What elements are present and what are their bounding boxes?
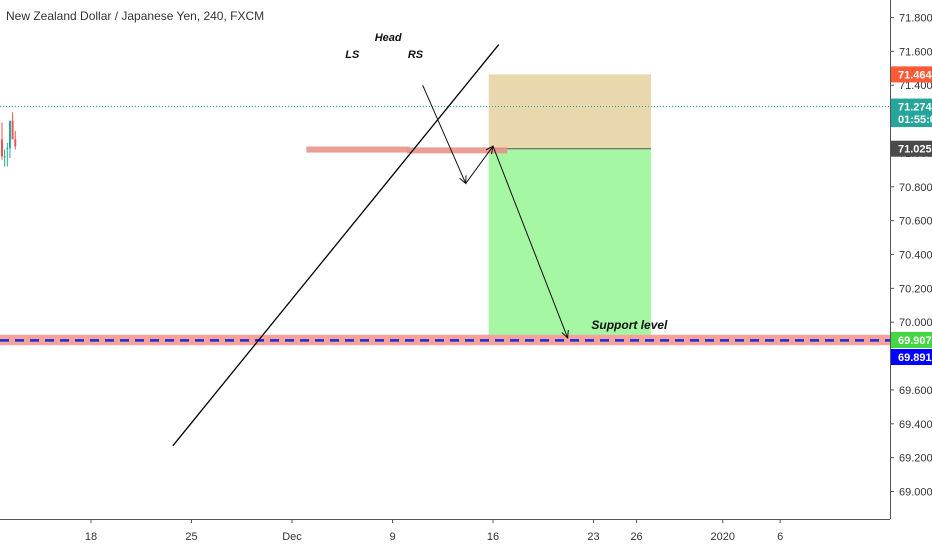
candle: [8, 120, 11, 159]
candle-body: [3, 156, 6, 158]
x-tick-label: 25: [185, 531, 197, 543]
y-tick-label: 70.000: [899, 317, 932, 329]
candle: [1, 122, 3, 160]
projection-segment: [492, 145, 569, 339]
y-tick-label: 71.600: [899, 46, 932, 58]
y-tick-label: 70.600: [899, 216, 932, 228]
x-tick-label: Dec: [282, 531, 302, 543]
candle: [6, 142, 9, 167]
y-tick-label: 70.400: [899, 250, 932, 262]
price-label-current-bg: [891, 98, 932, 115]
x-tick-label: 18: [85, 531, 97, 543]
ls-label: LS: [345, 49, 360, 61]
price-label-entry-bg: [891, 140, 932, 157]
arrow-head-3: [561, 329, 569, 340]
price-label-stop-bg: [891, 66, 932, 83]
candle-body: [11, 120, 14, 140]
price-label-countdown-bg: [891, 111, 932, 128]
chart-title: New Zealand Dollar / Japanese Yen, 240, …: [6, 9, 264, 23]
support-band: [0, 334, 890, 346]
y-tick-label: 69.200: [899, 453, 932, 465]
y-tick-label: 69.000: [899, 487, 932, 499]
arrow-head-2: [485, 145, 494, 155]
candle-body: [1, 139, 3, 157]
y-tick-label: 71.800: [899, 13, 932, 25]
candle-body: [6, 147, 9, 149]
price-label-support-upper-bg: [891, 332, 932, 348]
y-tick-label: 69.400: [899, 419, 932, 431]
price-label-support-lower-bg: [891, 349, 932, 365]
x-tick-label: 9: [389, 531, 395, 543]
candle: [11, 112, 14, 140]
reward-zone: [488, 148, 651, 338]
head-label: Head: [375, 32, 402, 44]
x-tick-label: 26: [630, 531, 642, 543]
candle: [3, 149, 6, 167]
y-tick-label: 69.600: [899, 385, 932, 397]
support-level-label: Support level: [591, 318, 668, 332]
trendline: [172, 44, 500, 447]
y-tick-label: 70.200: [899, 283, 932, 295]
y-tick-label: 71.400: [899, 80, 932, 92]
price-label-support-lower: 69.891: [898, 352, 932, 364]
x-tick-label: 23: [587, 531, 599, 543]
price-label-stop: 71.464: [898, 69, 932, 81]
price-label-support-upper: 69.907: [898, 335, 932, 347]
candle: [14, 130, 17, 150]
neckline-extension: [406, 147, 508, 154]
candle-body: [8, 120, 11, 148]
x-tick-label: 16: [487, 531, 499, 543]
x-tick-label: 2020: [710, 531, 734, 543]
candle-body: [14, 139, 17, 147]
y-tick-label: 70.800: [899, 182, 932, 194]
risk-zone: [488, 74, 651, 149]
price-label-current: 71.274: [898, 102, 932, 114]
time-axis: [0, 519, 890, 550]
price-label-entry: 71.025: [898, 144, 932, 156]
price-axis: [890, 0, 932, 550]
rs-label: RS: [408, 49, 424, 61]
x-tick-label: 6: [777, 531, 783, 543]
arrow-head-1: [459, 175, 467, 185]
neckline-bar: [306, 146, 410, 153]
price-label-countdown: 01:55:02: [898, 114, 932, 126]
projection-segment: [465, 145, 494, 184]
projection-segment: [422, 85, 467, 184]
